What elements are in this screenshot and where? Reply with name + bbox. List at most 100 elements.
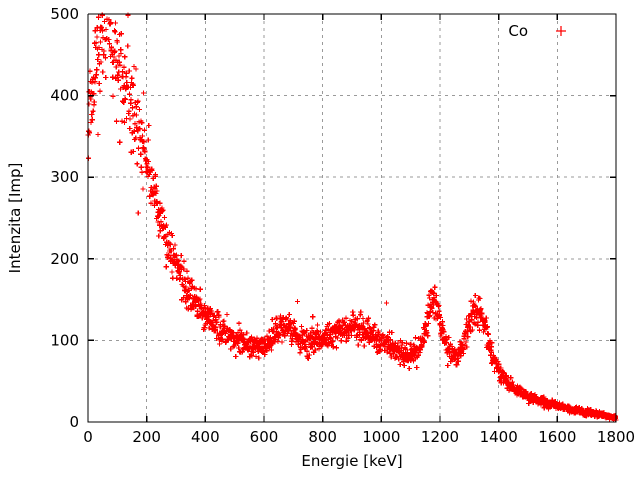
data-point-plus-icon [475, 319, 481, 325]
data-point-plus-icon [112, 20, 119, 26]
data-point-plus-icon [378, 346, 384, 352]
data-point-plus-icon [380, 331, 386, 338]
data-point-plus-icon [414, 364, 420, 371]
data-point-plus-icon [478, 306, 484, 312]
data-point-plus-icon [317, 329, 324, 335]
data-point-plus-icon [127, 125, 133, 132]
data-point-plus-icon [197, 286, 203, 292]
data-point-plus-icon [160, 207, 166, 213]
data-point-plus-icon [361, 343, 367, 349]
data-point-plus-icon [216, 314, 222, 320]
data-point-plus-icon [485, 331, 491, 337]
data-point-plus-icon [415, 352, 421, 358]
data-point-plus-icon [186, 287, 192, 293]
data-point-plus-icon [339, 325, 345, 332]
data-point-plus-icon [173, 252, 180, 258]
data-point-plus-icon [283, 315, 289, 321]
data-point-plus-icon [94, 67, 100, 73]
data-point-plus-icon [269, 341, 275, 347]
data-point-plus-icon [365, 315, 372, 321]
data-point-plus-icon [116, 59, 122, 65]
data-point-plus-icon [393, 354, 399, 361]
data-point-plus-icon [119, 118, 125, 124]
data-point-plus-icon [433, 292, 439, 299]
data-point-plus-icon [96, 44, 102, 51]
data-point-plus-icon [233, 353, 239, 360]
data-point-plus-icon [117, 62, 123, 68]
data-point-plus-icon [330, 338, 336, 344]
data-point-plus-icon [279, 339, 285, 345]
data-point-plus-icon [165, 252, 172, 258]
data-point-plus-icon [130, 148, 136, 155]
data-point-plus-icon [181, 258, 187, 264]
data-point-plus-icon [330, 344, 336, 350]
y-tick-label: 300 [50, 168, 79, 186]
y-tick-label: 400 [50, 87, 79, 105]
data-point-plus-icon [121, 64, 127, 70]
data-point-plus-icon [117, 139, 123, 145]
data-point-plus-icon [477, 295, 483, 302]
data-point-plus-icon [343, 338, 349, 344]
data-point-plus-icon [92, 75, 99, 81]
data-point-plus-icon [187, 292, 193, 298]
data-point-plus-icon [432, 284, 438, 290]
data-point-plus-icon [89, 117, 95, 123]
data-point-plus-icon [169, 269, 175, 275]
data-point-plus-icon [309, 325, 315, 331]
data-point-plus-icon [86, 101, 92, 107]
data-point-plus-icon [88, 96, 94, 102]
data-point-plus-icon [221, 318, 227, 324]
data-point-plus-icon [163, 264, 169, 270]
data-point-plus-icon [282, 333, 288, 339]
data-point-plus-icon [212, 327, 219, 333]
data-point-plus-icon [374, 344, 380, 350]
data-point-plus-icon [178, 252, 184, 259]
data-point-plus-icon [91, 99, 97, 105]
data-point-plus-icon [139, 120, 145, 126]
data-point-plus-icon [96, 52, 102, 58]
data-point-plus-icon [119, 69, 126, 75]
data-point-plus-icon [440, 322, 446, 329]
data-point-plus-icon [312, 347, 318, 353]
data-point-plus-icon [461, 350, 467, 357]
data-point-plus-icon [121, 82, 127, 89]
data-point-plus-icon [117, 86, 124, 92]
data-point-plus-icon [95, 131, 101, 138]
data-point-plus-icon [489, 340, 495, 346]
data-point-plus-icon [510, 382, 516, 388]
data-point-plus-icon [114, 118, 120, 124]
data-point-plus-icon [403, 340, 410, 346]
data-point-plus-icon [136, 106, 143, 113]
data-point-plus-icon [425, 302, 431, 308]
data-point-plus-icon [468, 298, 474, 304]
data-point-plus-icon [111, 54, 117, 60]
data-point-plus-icon [224, 312, 230, 318]
data-point-plus-icon [423, 323, 429, 329]
data-point-plus-icon [484, 324, 490, 330]
data-point-plus-icon [240, 332, 246, 338]
data-point-plus-icon [472, 292, 478, 299]
data-point-plus-icon [135, 98, 141, 104]
data-point-plus-icon [93, 72, 99, 78]
data-point-plus-icon [269, 316, 275, 322]
x-axis-title: Energie [keV] [301, 452, 402, 470]
data-point-plus-icon [198, 304, 204, 310]
data-point-plus-icon [290, 321, 297, 327]
data-point-plus-icon [253, 354, 259, 360]
data-point-plus-icon [170, 246, 177, 252]
data-point-plus-icon [108, 19, 114, 26]
data-point-plus-icon [101, 48, 107, 54]
data-point-plus-icon [103, 74, 109, 81]
data-point-plus-icon [323, 329, 329, 336]
data-point-plus-icon [397, 361, 403, 367]
data-point-plus-icon [303, 344, 309, 350]
data-point-plus-icon [110, 74, 116, 80]
data-point-plus-icon [172, 242, 178, 248]
y-tick-label: 100 [50, 331, 79, 349]
legend: Co [508, 22, 566, 40]
data-point-plus-icon [163, 222, 170, 228]
data-point-plus-icon [137, 126, 143, 132]
x-tick-label: 1600 [538, 428, 576, 446]
data-point-plus-icon [122, 97, 128, 103]
data-point-plus-icon [488, 349, 495, 355]
